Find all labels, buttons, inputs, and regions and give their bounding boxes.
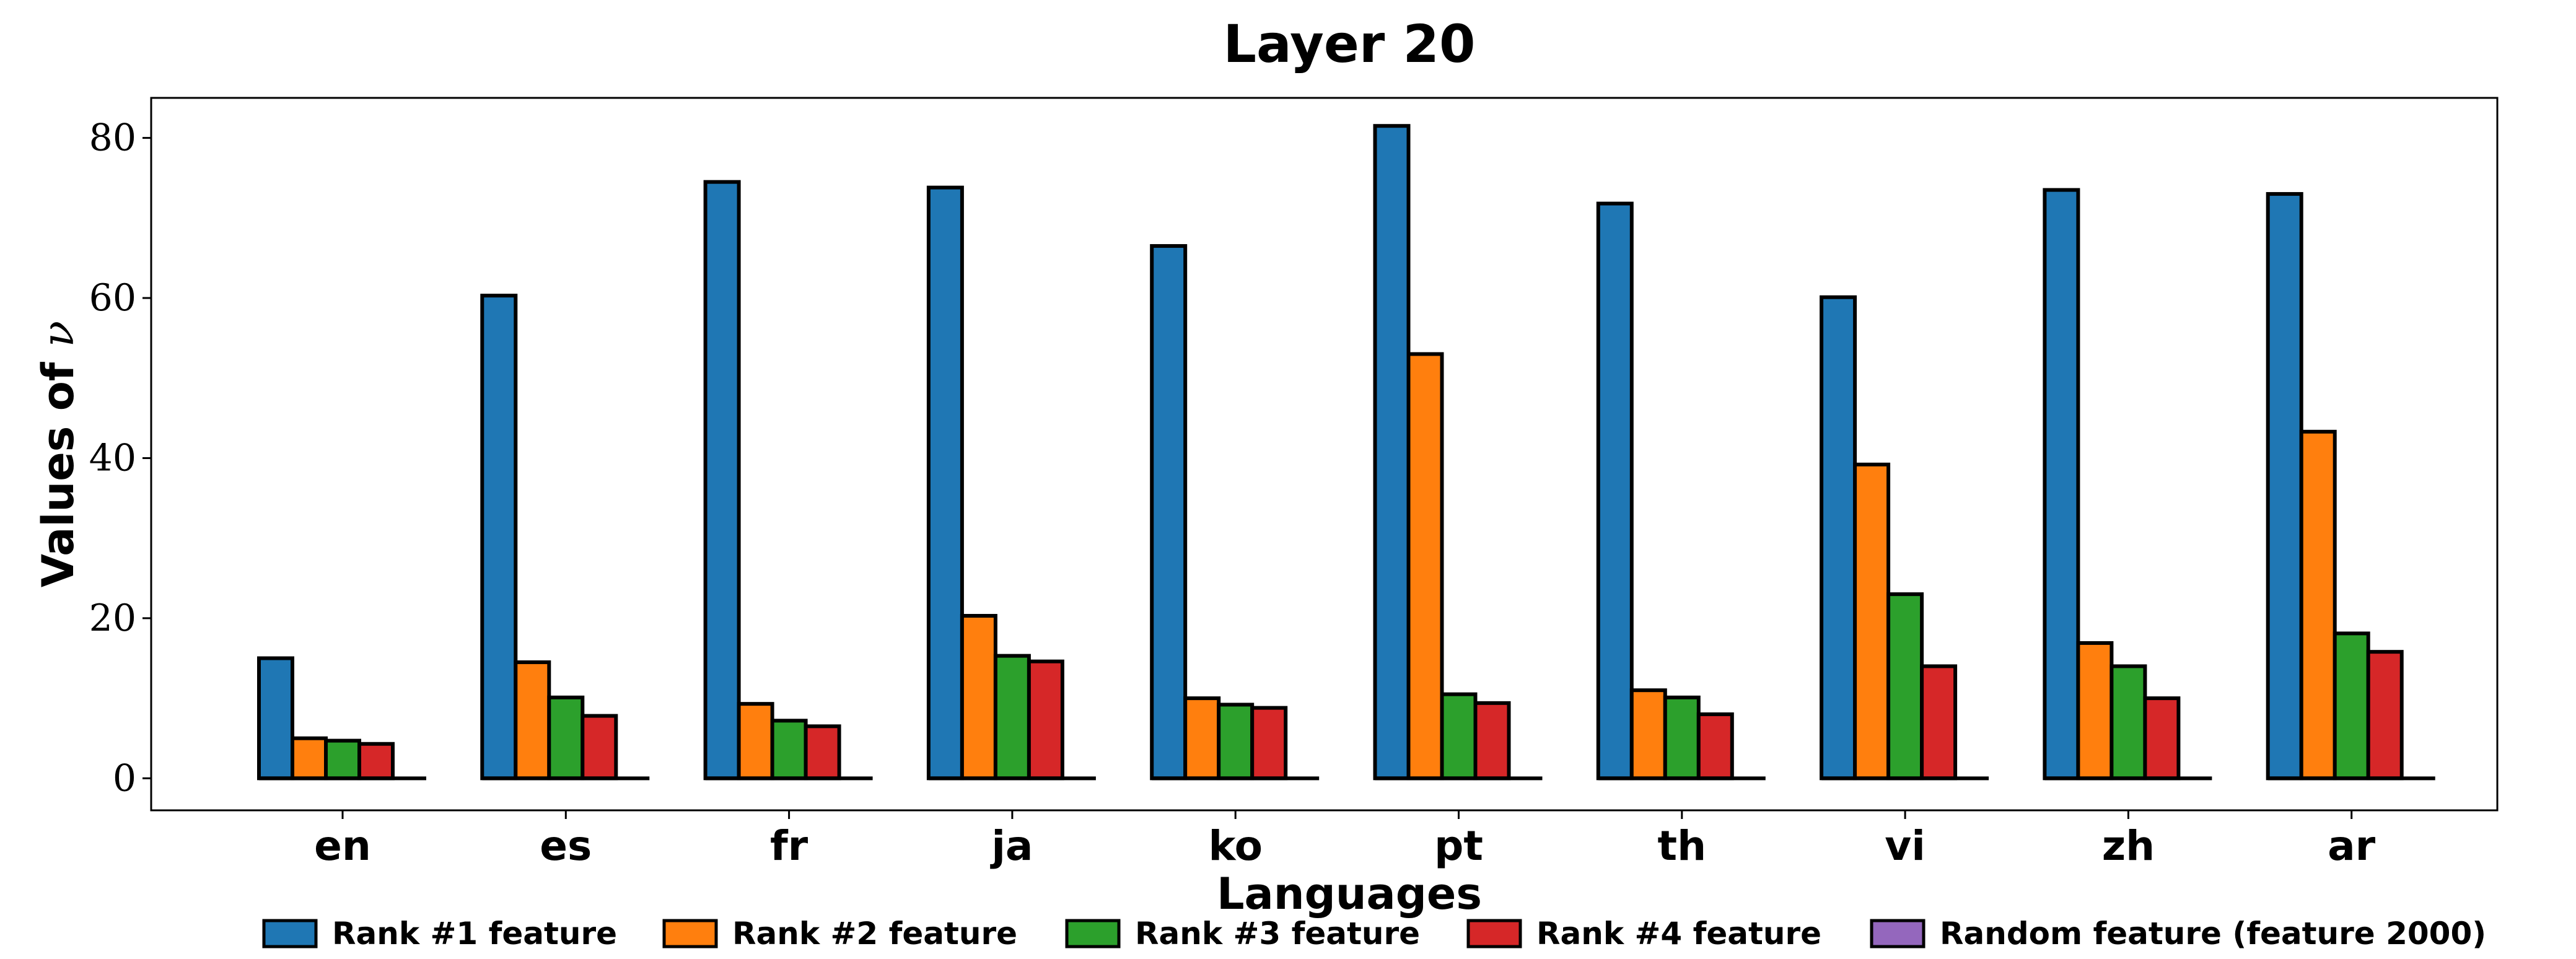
bar-pt-series-2 (1406, 352, 1444, 781)
bar-en-series-4 (357, 742, 395, 781)
x-tick-label-ar: ar (2328, 822, 2376, 870)
bar-zh-series-2 (2076, 641, 2114, 781)
bar-ar-series-4 (2366, 650, 2404, 781)
bar-vi-series-3 (1886, 592, 1924, 781)
bar-pt-series-4 (1473, 701, 1511, 781)
bar-th-series-1 (1596, 201, 1634, 781)
bar-zh-series-4 (2143, 696, 2181, 781)
bar-ja-series-1 (926, 185, 964, 781)
x-axis: en es fr ja ko pt th vi zh ar (314, 810, 2376, 870)
legend-label-series-1: Rank #1 feature (332, 916, 617, 952)
x-tick-label-ja: ja (989, 822, 1033, 870)
bar-th-series-2 (1629, 688, 1667, 781)
y-axis: 0 20 40 60 80 (89, 116, 151, 800)
legend: Rank #1 feature Rank #2 feature Rank #3 fe… (262, 916, 2486, 952)
x-tick-label-vi: vi (1885, 822, 1925, 870)
y-axis-label-symbol: ν (33, 321, 84, 348)
y-tick-label: 60 (89, 276, 136, 320)
y-axis-label-text: Values of (33, 347, 84, 587)
chart-title: Layer 20 (1224, 14, 1476, 74)
plot-area-frame (150, 97, 2499, 812)
bar-fr-series-4 (804, 724, 841, 781)
legend-swatch-series-4 (1466, 919, 1522, 948)
bar-en-series-1 (257, 656, 294, 781)
bar-es-series-3 (547, 695, 585, 781)
bar-es-series-1 (480, 294, 518, 781)
bar-ja-series-2 (960, 614, 997, 781)
bar-ja-series-4 (1027, 659, 1064, 781)
bar-en-series-2 (291, 736, 328, 781)
x-tick-label-pt: pt (1434, 822, 1483, 870)
bar-fr-series-2 (737, 702, 774, 781)
bar-fr-series-3 (770, 719, 808, 781)
x-tick-label-es: es (540, 822, 592, 870)
bar-pt-series-3 (1440, 692, 1478, 781)
bar-vi-series-4 (1920, 664, 1958, 781)
bar-ar-series-1 (2266, 192, 2303, 781)
x-tick-label-ko: ko (1208, 822, 1262, 870)
bar-vi-series-1 (1820, 295, 1857, 781)
x-tick-label-en: en (314, 822, 371, 870)
y-tick-label: 80 (89, 116, 136, 160)
legend-swatch-series-3 (1065, 919, 1121, 948)
bar-ar-series-2 (2299, 429, 2337, 781)
y-tick-label: 20 (89, 597, 136, 640)
bar-ko-series-4 (1250, 706, 1288, 781)
x-tick-label-th: th (1658, 822, 1707, 870)
legend-label-series-3: Rank #3 feature (1135, 916, 1420, 952)
bar-th-series-3 (1663, 695, 1701, 781)
bar-pt-series-1 (1373, 124, 1411, 781)
x-axis-label: Languages (1217, 869, 1482, 919)
bar-zh-series-1 (2043, 188, 2080, 781)
bar-th-series-4 (1696, 712, 1734, 781)
bar-ar-series-3 (2333, 631, 2370, 781)
bar-es-series-4 (580, 714, 618, 781)
legend-label-series-5: Random feature (feature 2000) (1940, 916, 2486, 952)
bar-ko-series-3 (1217, 703, 1255, 781)
bar-ko-series-1 (1150, 244, 1188, 781)
x-tick-label-zh: zh (2102, 822, 2155, 870)
bar-fr-series-1 (703, 180, 741, 781)
bar-en-series-3 (324, 738, 361, 781)
y-tick-label: 0 (113, 756, 136, 800)
x-tick-label-fr: fr (770, 822, 808, 870)
bar-vi-series-2 (1853, 462, 1891, 781)
bar-es-series-2 (514, 660, 551, 781)
bars-layer (257, 124, 2404, 781)
bar-ko-series-2 (1183, 696, 1221, 781)
y-tick-label: 40 (89, 436, 136, 480)
legend-swatch-series-2 (662, 919, 718, 948)
legend-label-series-2: Rank #2 feature (732, 916, 1017, 952)
legend-swatch-series-1 (262, 919, 318, 948)
legend-label-series-4: Rank #4 feature (1536, 916, 1821, 952)
legend-swatch-series-5 (1870, 919, 1925, 948)
y-axis-label: Values of ν (33, 321, 84, 587)
bar-ja-series-3 (993, 654, 1031, 781)
bar-zh-series-3 (2109, 664, 2147, 781)
